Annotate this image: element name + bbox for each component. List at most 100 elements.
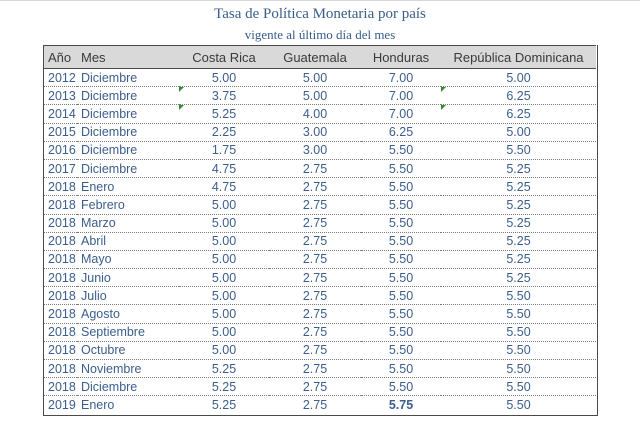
cell-guatemala: 2.75 (269, 304, 361, 324)
cell-republica-dominicana: 5.50 (441, 141, 596, 160)
table-row: 2018 Mayo 5.00 2.75 5.50 5.25 (43, 250, 596, 270)
cell-costa-rica: 4.75 (179, 159, 269, 179)
table-row: 2018 Julio 5.00 2.75 5.50 5.50 (43, 286, 596, 306)
table-row: 2018 Septiembre 5.00 2.75 5.50 5.50 (43, 323, 596, 342)
cell-year: 2018 (43, 286, 77, 306)
cell-month: Diciembre (77, 159, 179, 179)
cell-year: 2014 (43, 104, 77, 124)
table-row: 2018 Diciembre 5.25 2.75 5.50 5.50 (43, 377, 596, 397)
cell-month: Septiembre (77, 323, 179, 342)
cell-year: 2018 (43, 304, 77, 324)
table-row: 2015 Diciembre 2.25 3.00 6.25 5.00 (43, 123, 596, 142)
cell-year: 2013 (43, 86, 77, 106)
cell-year: 2018 (43, 323, 77, 342)
cell-costa-rica: 5.25 (179, 104, 269, 124)
cell-republica-dominicana: 5.50 (441, 323, 596, 342)
cell-guatemala: 2.75 (269, 268, 361, 288)
cell-year: 2018 (43, 341, 77, 361)
cell-month: Diciembre (77, 86, 179, 106)
cell-month: Diciembre (77, 377, 179, 397)
cell-costa-rica: 5.00 (179, 304, 269, 324)
table-row: 2012 Diciembre 5.00 5.00 7.00 5.00 (43, 68, 596, 88)
cell-value: 6.25 (506, 88, 531, 103)
cell-honduras: 5.50 (361, 177, 441, 197)
cell-month: Julio (77, 286, 179, 306)
table-row: 2018 Febrero 5.00 2.75 5.50 5.25 (43, 195, 596, 215)
header-republica-dominicana: República Dominicana (441, 45, 596, 69)
cell-honduras: 7.00 (361, 86, 441, 106)
table-frame (43, 45, 598, 416)
cell-republica-dominicana: 5.50 (441, 341, 596, 361)
table-row: 2018 Agosto 5.00 2.75 5.50 5.50 (43, 304, 596, 324)
cell-honduras: 5.50 (361, 341, 441, 361)
cell-honduras: 5.50 (361, 214, 441, 233)
cell-guatemala: 2.75 (269, 250, 361, 270)
cell-month: Marzo (77, 214, 179, 233)
table-row: 2017 Diciembre 4.75 2.75 5.50 5.25 (43, 159, 596, 179)
cell-guatemala: 3.00 (269, 141, 361, 160)
cell-republica-dominicana: 5.50 (441, 359, 596, 379)
cell-guatemala: 2.75 (269, 341, 361, 361)
cell-republica-dominicana: 5.50 (441, 304, 596, 324)
cell-costa-rica: 5.00 (179, 341, 269, 361)
header-costa-rica: Costa Rica (179, 45, 269, 69)
comment-indicator-icon (179, 87, 184, 93)
cell-month: Enero (81, 398, 115, 413)
cell-honduras: 5.50 (361, 304, 441, 324)
header-honduras: Honduras (361, 45, 441, 69)
cell-costa-rica: 5.00 (179, 286, 269, 306)
cell-honduras: 7.00 (361, 68, 441, 88)
cell-honduras: 5.50 (361, 250, 441, 270)
cell-costa-rica: 5.00 (179, 68, 269, 88)
cell-republica-dominicana: 6.25 (441, 104, 596, 124)
cell-honduras: 5.50 (361, 359, 441, 379)
cell-year: 2018 (43, 195, 77, 215)
cell-guatemala: 5.00 (269, 86, 361, 106)
cell-month: Noviembre (77, 359, 179, 379)
header-month: Mes (77, 45, 179, 69)
table-row: 2018 Marzo 5.00 2.75 5.50 5.25 (43, 214, 596, 233)
cell-month: Diciembre (77, 68, 179, 88)
cell-year: 2016 (43, 141, 77, 160)
table-row: 2013 Diciembre 3.75 5.00 7.00 6.25 (43, 86, 596, 106)
table-row: 2014 Diciembre 5.25 4.00 7.00 6.25 (43, 104, 596, 124)
table-row: 2018 Octubre 5.00 2.75 5.50 5.50 (43, 341, 596, 361)
cell-year: 2018 (43, 177, 77, 197)
cell-republica-dominicana: 5.25 (441, 177, 596, 197)
cell-year: 2017 (43, 159, 77, 179)
cell-year: 2018 (43, 250, 77, 270)
cell-costa-rica: 5.00 (179, 268, 269, 288)
cell-year: 2012 (43, 68, 77, 88)
cell-value: 5.25 (211, 106, 237, 121)
cell-month: Enero (77, 177, 179, 197)
cell-costa-rica: 5.25 (211, 398, 237, 413)
cell-costa-rica: 5.00 (179, 323, 269, 342)
cell-guatemala: 2.75 (302, 398, 328, 413)
cell-month: Mayo (77, 250, 179, 270)
cell-honduras: 5.50 (361, 159, 441, 179)
comment-indicator-icon (441, 87, 446, 93)
cell-month: Abril (77, 232, 179, 251)
cell-republica-dominicana: 5.25 (441, 232, 596, 251)
cell-costa-rica: 5.00 (179, 232, 269, 251)
cell-guatemala: 2.75 (269, 232, 361, 251)
cell-guatemala: 2.75 (269, 359, 361, 379)
cell-honduras: 5.50 (361, 268, 441, 288)
cell-republica-dominicana: 5.25 (441, 214, 596, 233)
cell-honduras: 5.50 (361, 195, 441, 215)
cell-honduras: 5.50 (361, 286, 441, 306)
cell-honduras: 5.50 (361, 323, 441, 342)
cell-guatemala: 2.75 (269, 159, 361, 179)
cell-costa-rica: 2.25 (179, 123, 269, 142)
cell-guatemala: 2.75 (269, 377, 361, 397)
cell-republica-dominicana: 5.50 (441, 377, 596, 397)
cell-year: 2018 (43, 377, 77, 397)
cell-honduras: 6.25 (361, 123, 441, 142)
cell-guatemala: 2.75 (269, 177, 361, 197)
comment-indicator-icon (441, 105, 446, 111)
cell-honduras: 5.50 (361, 232, 441, 251)
cell-guatemala: 4.00 (269, 104, 361, 124)
header-guatemala: Guatemala (269, 45, 361, 69)
cell-honduras: 5.75 (388, 398, 414, 413)
cell-guatemala: 2.75 (269, 214, 361, 233)
